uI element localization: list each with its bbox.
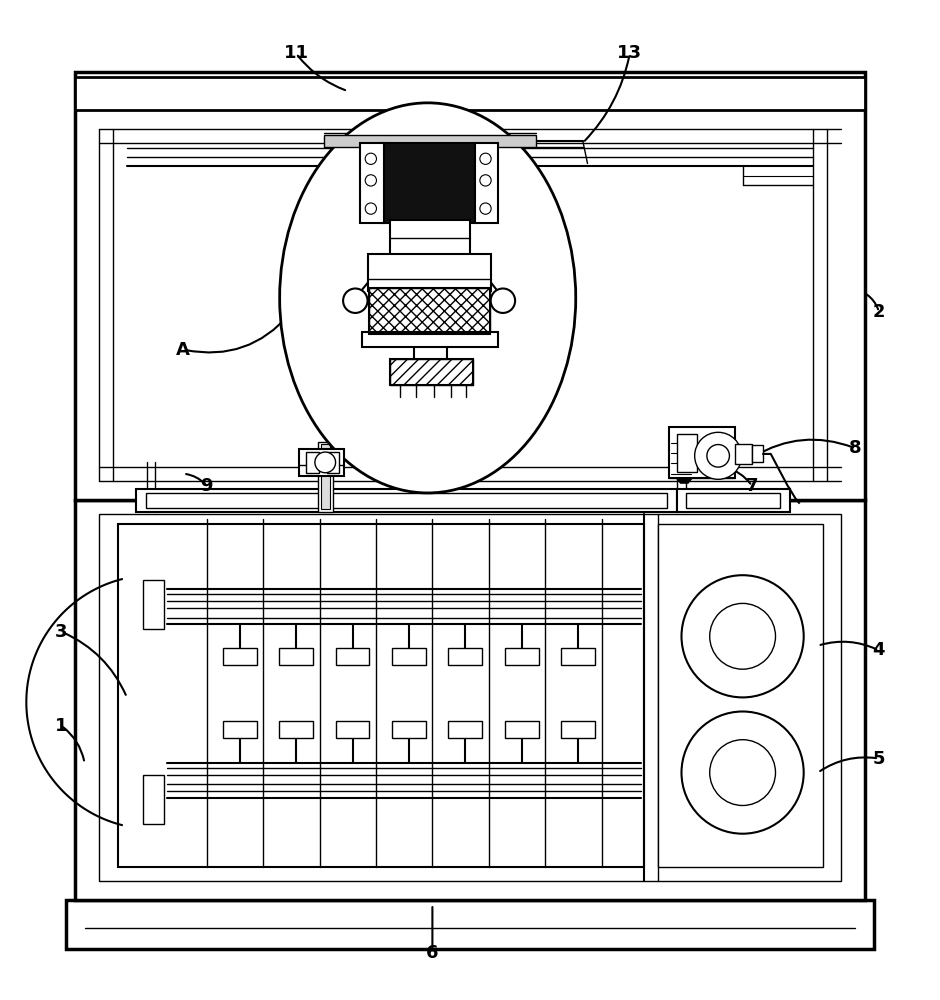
- Circle shape: [315, 452, 336, 473]
- Bar: [669, 427, 735, 478]
- Bar: [75, 72, 865, 500]
- Bar: [223, 721, 257, 738]
- Bar: [505, 721, 539, 738]
- Bar: [223, 648, 257, 664]
- Bar: [448, 648, 482, 664]
- Circle shape: [707, 445, 729, 467]
- Bar: [448, 721, 482, 738]
- Bar: [369, 288, 490, 334]
- Bar: [752, 445, 763, 462]
- Bar: [475, 143, 498, 223]
- Circle shape: [710, 740, 776, 806]
- Circle shape: [682, 575, 804, 697]
- Text: 8: 8: [849, 439, 862, 457]
- Text: 13: 13: [618, 44, 642, 62]
- Bar: [390, 359, 473, 385]
- Circle shape: [479, 203, 491, 214]
- Bar: [677, 434, 697, 472]
- Bar: [66, 900, 874, 949]
- Circle shape: [479, 175, 491, 186]
- Text: 11: 11: [284, 44, 308, 62]
- Bar: [362, 332, 498, 347]
- Text: 10: 10: [378, 439, 402, 457]
- Bar: [392, 648, 426, 664]
- Bar: [306, 452, 319, 473]
- Bar: [561, 648, 595, 664]
- Bar: [327, 452, 339, 473]
- Text: A: A: [177, 341, 190, 359]
- Bar: [368, 254, 491, 291]
- Bar: [561, 721, 595, 738]
- Bar: [279, 721, 313, 738]
- Circle shape: [479, 153, 491, 164]
- Bar: [390, 359, 473, 385]
- Bar: [505, 648, 539, 664]
- Text: 6: 6: [426, 944, 439, 962]
- Circle shape: [710, 603, 776, 669]
- Bar: [658, 524, 822, 867]
- Bar: [369, 288, 490, 334]
- Text: 4: 4: [872, 641, 885, 659]
- Bar: [75, 77, 865, 110]
- Bar: [324, 135, 536, 147]
- Text: 7: 7: [745, 477, 759, 495]
- Circle shape: [682, 712, 804, 834]
- Text: 2: 2: [872, 303, 885, 321]
- Circle shape: [366, 203, 376, 214]
- Circle shape: [491, 288, 515, 313]
- Text: 9: 9: [200, 477, 213, 495]
- Bar: [336, 648, 369, 664]
- Bar: [381, 143, 475, 223]
- Bar: [143, 775, 164, 824]
- Bar: [318, 442, 333, 512]
- Bar: [146, 493, 667, 508]
- Bar: [735, 444, 752, 464]
- Circle shape: [695, 432, 742, 479]
- Circle shape: [366, 153, 376, 164]
- Bar: [99, 514, 841, 881]
- Bar: [299, 449, 344, 476]
- Bar: [279, 648, 313, 664]
- Circle shape: [343, 288, 368, 313]
- Ellipse shape: [280, 103, 575, 493]
- Bar: [336, 721, 369, 738]
- Text: 3: 3: [55, 623, 68, 641]
- Bar: [143, 580, 164, 629]
- Text: 1: 1: [55, 717, 68, 735]
- Polygon shape: [669, 478, 735, 483]
- Bar: [686, 493, 780, 508]
- Bar: [75, 500, 865, 900]
- Bar: [118, 524, 644, 867]
- Bar: [677, 489, 790, 512]
- Bar: [390, 220, 470, 256]
- Bar: [321, 444, 330, 509]
- Text: 5: 5: [872, 750, 885, 768]
- Bar: [392, 721, 426, 738]
- Circle shape: [366, 175, 376, 186]
- Bar: [136, 489, 677, 512]
- Bar: [360, 143, 384, 223]
